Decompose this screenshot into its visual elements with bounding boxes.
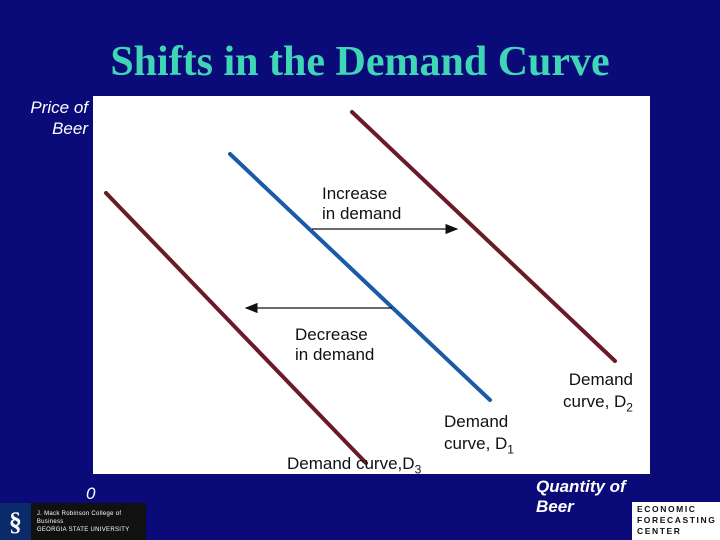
university-logo: § J. Mack Robinson College of Business G… <box>0 503 146 540</box>
demand-curve-d2 <box>350 110 617 363</box>
university-flame-icon: § <box>0 503 31 540</box>
slide-title: Shifts in the Demand Curve <box>110 39 610 85</box>
forecasting-center-logo: ECONOMIC FORECASTING CENTER <box>632 502 720 540</box>
demand-curve-d3 <box>104 191 368 465</box>
curve-label-d3: Demand curve,D3 <box>287 454 422 477</box>
forecasting-center-text: ECONOMIC FORECASTING CENTER <box>637 504 717 536</box>
curve-label-d2: Demand curve, D2 <box>563 370 633 415</box>
demand-curve-d1 <box>228 152 492 402</box>
university-logo-text: J. Mack Robinson College of Business GEO… <box>36 510 130 533</box>
origin-label: 0 <box>86 484 96 503</box>
decrease-label: Decrease in demand <box>293 323 379 367</box>
diagram-area: Increase in demand Decrease in demand De… <box>93 96 650 476</box>
increase-label: Increase in demand <box>320 182 406 226</box>
diagram-svg <box>104 110 617 465</box>
x-axis-label: Quantity of Beer <box>536 477 626 516</box>
y-axis-label: Price of Beer <box>30 98 88 138</box>
curve-label-d1: Demand curve, D1 <box>444 412 514 457</box>
